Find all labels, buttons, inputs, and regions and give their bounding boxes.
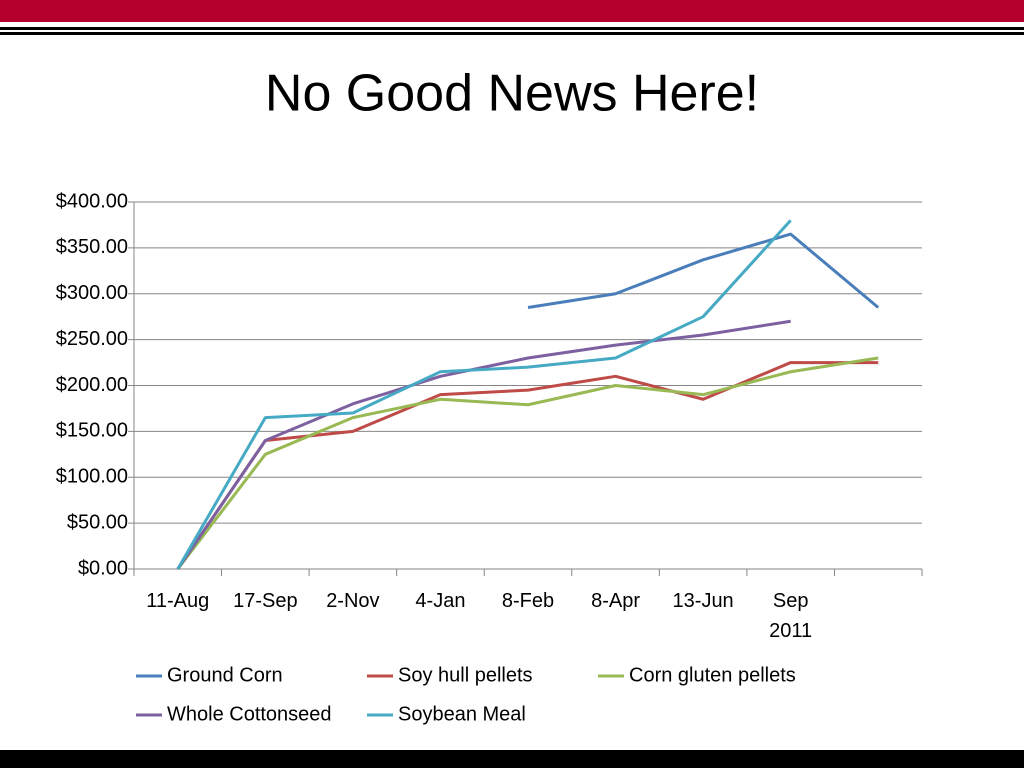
y-tick-label: $0.00 [78, 557, 128, 579]
x-tick-label: 8-Apr [591, 590, 640, 612]
x-tick-label: 2-Nov [326, 590, 380, 612]
y-tick-label: $200.00 [56, 374, 128, 396]
series-line [176, 361, 879, 570]
legend-label: Whole Cottonseed [167, 703, 332, 725]
series-line [176, 356, 879, 570]
x-tick-label: 17-Sep [233, 590, 298, 612]
y-tick-label: $350.00 [56, 236, 128, 258]
y-tick-label: $300.00 [56, 282, 128, 304]
series-line [176, 219, 792, 570]
y-tick-label: $100.00 [56, 466, 128, 488]
legend-label: Soy hull pellets [398, 664, 533, 686]
x-tick-label: 13-Jun [672, 590, 734, 612]
x-tick-label: 8-Feb [501, 590, 555, 612]
y-tick-label: $150.00 [56, 420, 128, 442]
series-line [176, 319, 791, 570]
x-tick-label: Sep 2011 [769, 590, 813, 642]
top-band [0, 0, 1024, 22]
bottom-band [0, 750, 1024, 768]
x-tick-label: 4-Jan [415, 590, 466, 612]
legend-label: Corn gluten pellets [629, 664, 796, 686]
y-tick-label: $250.00 [56, 328, 128, 350]
top-rule [0, 27, 1024, 30]
top-rule [0, 32, 1024, 35]
y-tick-label: $50.00 [67, 511, 128, 533]
chart-title: No Good News Here! [265, 65, 759, 123]
legend-label: Soybean Meal [398, 703, 526, 725]
y-tick-label: $400.00 [56, 190, 128, 212]
series-line [527, 232, 880, 309]
legend-label: Ground Corn [167, 664, 283, 686]
x-tick-label: 11-Aug [146, 590, 210, 612]
